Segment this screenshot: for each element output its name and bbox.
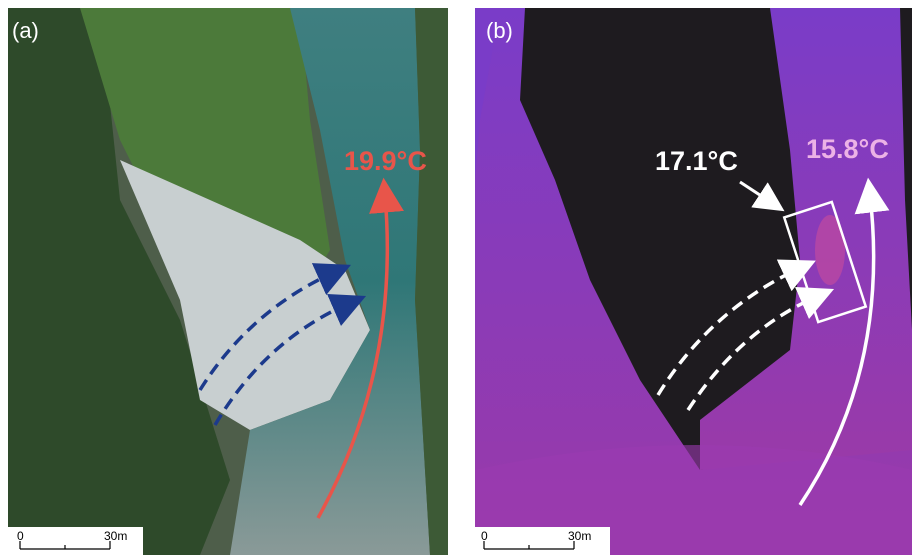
temperature-label: 15.8°C [806, 134, 889, 164]
scale-end: 30m [104, 529, 127, 543]
panel-label: (b) [486, 18, 513, 43]
panel-label: (a) [12, 18, 39, 43]
panel-a: (a) 19.9°C 0 30m [8, 8, 448, 555]
temperature-label: 19.9°C [344, 146, 427, 176]
scale-end: 30m [568, 529, 591, 543]
scale-start: 0 [17, 529, 24, 543]
figure: (a) 19.9°C 0 30m (b) 17.1°C 15.8°C 0 30m [0, 0, 916, 555]
scale-start: 0 [481, 529, 488, 543]
temperature-label: 17.1°C [655, 146, 738, 176]
panel-b: (b) 17.1°C 15.8°C 0 30m [475, 8, 912, 555]
